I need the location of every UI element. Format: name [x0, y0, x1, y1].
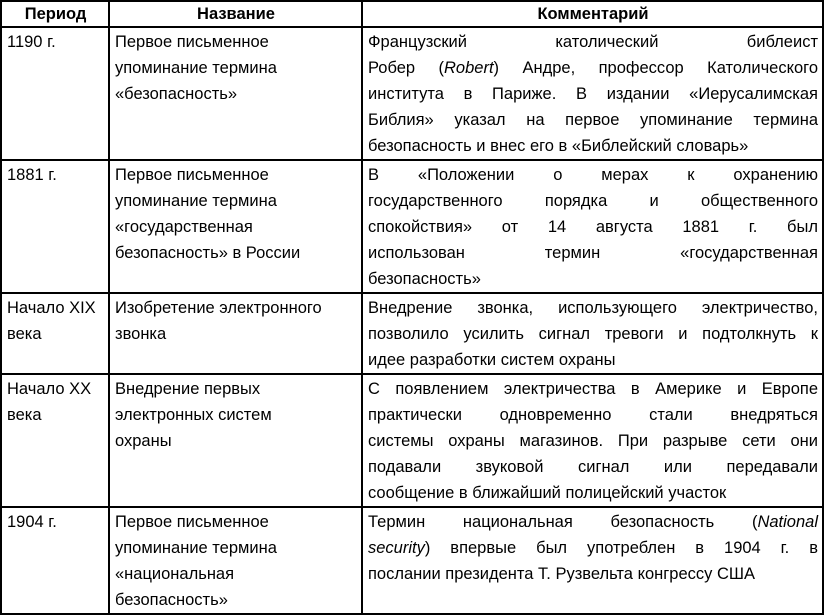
comment-cell: Французский католический библеист Робер (… — [361, 26, 824, 161]
text-segment: позволило усилить сигнал тревоги и подто… — [368, 325, 818, 343]
name-cell: Изобретение электронного звонка — [108, 292, 363, 375]
text-segment: сообщение в ближайший полицейский участо… — [368, 484, 727, 502]
name-cell: Внедрение первых электронных систем охраны — [108, 373, 363, 508]
text-line: безопасность» — [368, 266, 818, 292]
text-line: Начало XX — [7, 380, 92, 398]
text-line: института в Париже. В издании «Иерусалим… — [368, 81, 818, 107]
text-segment: Термин национальная безопасность ( — [368, 513, 758, 531]
comment-cell: Внедрение звонка, использующего электрич… — [361, 292, 824, 375]
text-segment: идее разработки систем охраны — [368, 351, 616, 369]
period-cell: 1904 г. — [0, 506, 110, 615]
header-row: Период Название Комментарий — [0, 0, 824, 28]
comment-cell: В «Положении о мерах к охранению государс… — [361, 159, 824, 294]
text-segment: послании президента Т. Рузвельта конгрес… — [368, 565, 756, 583]
text-line: Французский католический библеист — [368, 29, 818, 55]
text-line: государственного порядка и общественного — [368, 188, 818, 214]
italic-term: Robert — [444, 59, 494, 77]
text-segment: практически одновременно стали внедрятьс… — [368, 406, 818, 424]
text-line: Внедрение звонка, использующего электрич… — [368, 295, 818, 321]
text-segment: подавали звуковой сигнал или передавали — [368, 458, 818, 476]
text-line: 1904 г. — [7, 513, 57, 531]
text-segment: Французский католический библеист — [368, 33, 818, 51]
text-line: безопасность» — [115, 591, 228, 609]
text-segment: использован термин «государственная — [368, 244, 818, 262]
text-line: Первое письменное — [115, 166, 269, 184]
text-line: спокойствия» от 14 августа 1881 г. был — [368, 214, 818, 240]
text-line: 1881 г. — [7, 166, 57, 184]
text-segment: спокойствия» от 14 августа 1881 г. был — [368, 218, 818, 236]
italic-term: National — [757, 513, 818, 531]
name-cell: Первое письменное упоминание термина «наци… — [108, 506, 363, 615]
table-row: Начало XX века Внедрение первых электронных… — [0, 373, 824, 508]
text-line: Изобретение электронного — [115, 299, 322, 317]
text-segment: В «Положении о мерах к охранению — [368, 166, 818, 184]
header-period: Период — [0, 0, 110, 28]
text-line: упоминание термина — [115, 59, 277, 77]
text-line: «государственная — [115, 218, 253, 236]
table-row: Начало XIX века Изобретение электронного зв… — [0, 292, 824, 375]
text-line: С появлением электричества в Америке и Е… — [368, 376, 818, 402]
text-line: послании президента Т. Рузвельта конгрес… — [368, 561, 818, 587]
text-line: Библия» указал на первое упоминание терм… — [368, 107, 818, 133]
text-line: упоминание термина — [115, 539, 277, 557]
comment-cell: С появлением электричества в Америке и Е… — [361, 373, 824, 508]
table-row: 1904 г. Первое письменное упоминание терми… — [0, 506, 824, 615]
text-line: идее разработки систем охраны — [368, 347, 818, 373]
text-line: Внедрение первых — [115, 380, 261, 398]
text-segment: Библия» указал на первое упоминание терм… — [368, 111, 818, 129]
period-cell: Начало XX века — [0, 373, 110, 508]
period-cell: 1881 г. — [0, 159, 110, 294]
text-line: системы охраны магазинов. При разрыве се… — [368, 428, 818, 454]
text-line: звонка — [115, 325, 167, 343]
text-line: подавали звуковой сигнал или передавали — [368, 454, 818, 480]
text-line: электронных систем — [115, 406, 272, 424]
period-cell: 1190 г. — [0, 26, 110, 161]
text-segment: безопасность» — [368, 270, 481, 288]
text-line: «национальная — [115, 565, 235, 583]
text-line: упоминание термина — [115, 192, 277, 210]
text-line: безопасность и внес его в «Библейский сл… — [368, 133, 818, 159]
text-segment: Внедрение звонка, использующего электрич… — [368, 299, 818, 317]
table-row: 1190 г. Первое письменное упоминание терми… — [0, 26, 824, 161]
text-line: сообщение в ближайший полицейский участо… — [368, 480, 818, 506]
text-segment: института в Париже. В издании «Иерусалим… — [368, 85, 818, 103]
text-line: Термин национальная безопасность (Nation… — [368, 509, 818, 535]
text-line: Начало XIX — [7, 299, 96, 317]
text-line: «безопасность» — [115, 85, 238, 103]
text-line: 1190 г. — [7, 33, 56, 51]
text-line: века — [7, 406, 42, 424]
text-line: Первое письменное — [115, 513, 269, 531]
text-line: Первое письменное — [115, 33, 269, 51]
text-segment: безопасность и внес его в «Библейский сл… — [368, 137, 749, 155]
text-segment: Робер ( — [368, 59, 445, 77]
header-comment: Комментарий — [361, 0, 824, 28]
table-row: 1881 г. Первое письменное упоминание терми… — [0, 159, 824, 294]
text-segment: ) Андре, профессор Католического — [493, 59, 819, 77]
name-cell: Первое письменное упоминание термина «безо… — [108, 26, 363, 161]
comment-cell: Термин национальная безопасность (Nation… — [361, 506, 824, 615]
text-segment: государственного порядка и общественного — [368, 192, 818, 210]
period-cell: Начало XIX века — [0, 292, 110, 375]
text-line: практически одновременно стали внедрятьс… — [368, 402, 818, 428]
name-cell: Первое письменное упоминание термина «госу… — [108, 159, 363, 294]
text-line: Робер (Robert) Андре, профессор Католиче… — [368, 55, 818, 81]
text-line: В «Положении о мерах к охранению — [368, 162, 818, 188]
text-segment: С появлением электричества в Америке и Е… — [368, 380, 818, 398]
text-line: века — [7, 325, 42, 343]
text-segment: ) впервые был употреблен в 1904 г. в — [424, 539, 818, 557]
text-line: использован термин «государственная — [368, 240, 818, 266]
text-line: охраны — [115, 432, 172, 450]
text-line: безопасность» в России — [115, 244, 301, 262]
text-line: security) впервые был употреблен в 1904 … — [368, 535, 818, 561]
text-segment: системы охраны магазинов. При разрыве се… — [368, 432, 818, 450]
italic-term: security — [368, 539, 425, 557]
header-name: Название — [108, 0, 363, 28]
text-line: позволило усилить сигнал тревоги и подто… — [368, 321, 818, 347]
